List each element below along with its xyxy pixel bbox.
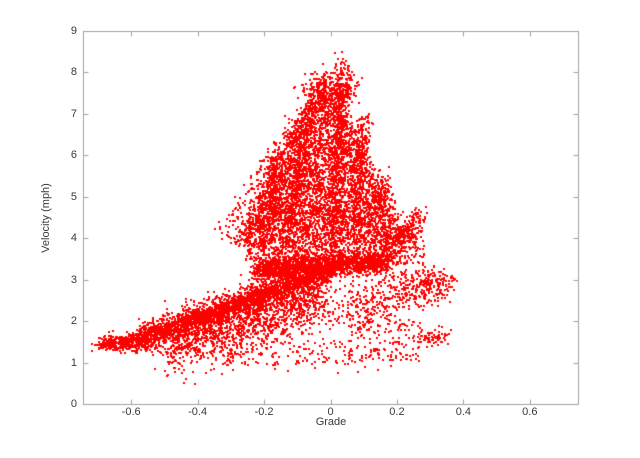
y-tick-label: 1 <box>70 356 77 369</box>
x-tick-label: 0.6 <box>522 406 538 418</box>
y-tick-label: 5 <box>70 190 77 203</box>
x-axis-label: Grade <box>315 416 347 428</box>
y-tick-label: 8 <box>70 66 77 79</box>
x-tick-label: 0 <box>327 406 334 418</box>
x-tick-label: 0.4 <box>455 406 472 418</box>
x-tick-label: -0.2 <box>254 406 274 418</box>
y-tick-label: 9 <box>70 25 77 37</box>
x-tick-label: -0.6 <box>121 406 141 418</box>
y-tick-label: 4 <box>70 232 77 245</box>
y-tick-label: 6 <box>70 149 77 162</box>
x-tick-label: 0.2 <box>389 406 405 418</box>
y-tick-label: 3 <box>70 273 77 286</box>
y-tick-label: 0 <box>70 398 77 410</box>
x-tick-label: -0.4 <box>188 406 208 418</box>
y-tick-label: 7 <box>70 107 77 120</box>
y-tick-label: 2 <box>70 315 77 328</box>
